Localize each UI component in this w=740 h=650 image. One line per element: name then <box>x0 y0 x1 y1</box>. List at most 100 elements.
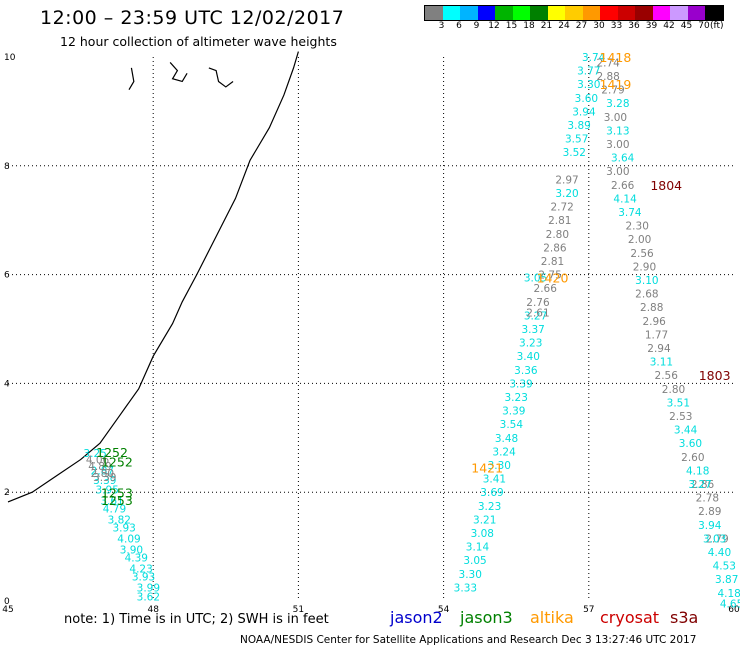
wave-height-label: 3.21 <box>473 514 496 526</box>
x-tick-label: 51 <box>293 605 304 615</box>
wave-height-label: 2.80 <box>91 468 114 480</box>
wave-height-label: 2.86 <box>691 479 715 491</box>
wave-height-label: 2.53 <box>669 411 692 423</box>
wave-height-label: 4.23 <box>129 563 152 575</box>
legend-tick-label: 3 <box>438 21 445 31</box>
wave-height-label: 3.30 <box>488 460 511 472</box>
pass-time-label: 1253 <box>101 486 133 501</box>
legend-tick-label: 24 <box>558 21 570 31</box>
wave-height-label: 4.06 <box>86 455 110 467</box>
legend-swatch <box>687 6 705 20</box>
wave-height-label: 2.68 <box>635 289 658 301</box>
island-outline <box>169 62 188 83</box>
wave-height-label: 3.62 <box>137 592 160 604</box>
wave-height-label: 2.30 <box>626 221 649 233</box>
wave-height-label: 3.27 <box>524 310 547 322</box>
wave-height-label: 2.79 <box>601 85 624 97</box>
wave-height-label: 3.37 <box>521 324 544 336</box>
x-tick-label: 48 <box>147 605 159 615</box>
wave-height-label: 3.82 <box>108 514 131 526</box>
wave-height-label: 2.89 <box>698 506 721 518</box>
legend-tick-label: 12 <box>488 21 500 31</box>
wave-height-label: 3.52 <box>563 147 586 159</box>
x-tick-label: 57 <box>583 605 594 615</box>
wave-height-label: 3.14 <box>466 542 490 554</box>
wave-height-label: 2.72 <box>550 202 573 214</box>
wave-height-label: 3.87 <box>715 574 738 586</box>
legend-cryosat: cryosat <box>600 608 660 627</box>
legend-jason2: jason2 <box>390 608 443 627</box>
wave-height-label: 3.69 <box>480 487 503 499</box>
wave-height-label: 2.94 <box>647 343 671 355</box>
wave-height-label: 1.77 <box>645 329 668 341</box>
legend-swatch <box>635 6 653 20</box>
wave-height-label: 3.74 <box>582 52 606 64</box>
wave-height-label: 2.66 <box>611 180 635 192</box>
pass-time-label: 1803 <box>699 368 731 383</box>
wave-height-label: 3.10 <box>635 275 658 287</box>
wave-height-label: 2.75 <box>538 270 561 282</box>
y-tick-label: 2 <box>4 488 10 498</box>
wave-height-label: 2.88 <box>596 71 619 83</box>
wave-height-label: 3.60 <box>679 438 702 450</box>
page-title: 12:00 – 23:59 UTC 12/02/2017 <box>40 7 345 29</box>
wave-height-label: 3.93 <box>132 572 155 584</box>
wave-height-label: 3.99 <box>137 582 160 594</box>
legend-swatch <box>670 6 688 20</box>
wave-height-label: 3.93 <box>112 523 135 535</box>
wave-height-label: 3.28 <box>606 98 629 110</box>
wave-height-label: 3.57 <box>565 134 588 146</box>
x-tick-label: 45 <box>2 605 13 615</box>
wave-height-label: 3.48 <box>495 433 518 445</box>
legend-tick-label: 18 <box>523 21 535 31</box>
island-outline <box>128 67 135 90</box>
pass-time-label: 1419 <box>600 77 632 92</box>
wave-height-label: 3.64 <box>611 153 635 165</box>
pass-time-label: 1421 <box>471 461 503 476</box>
legend-swatch <box>425 6 443 20</box>
wave-height-label: 2.74 <box>596 57 620 69</box>
wave-height-label: 3.13 <box>606 125 629 137</box>
legend-swatch <box>565 6 583 20</box>
wave-height-label: 2.97 <box>555 174 578 186</box>
wave-height-label: 3.30 <box>577 79 600 91</box>
x-tick-label: 54 <box>438 605 450 615</box>
wave-height-label: 3.90 <box>120 544 143 556</box>
legend-altika: altika <box>530 608 574 627</box>
legend-tick-label: 39 <box>645 21 658 31</box>
coastline <box>7 51 299 503</box>
footer-note: note: 1) Time is in UTC; 2) SWH is in fe… <box>64 612 329 627</box>
legend-tick-label: 45 <box>680 21 693 31</box>
legend-tick-label: 42 <box>663 21 675 31</box>
wave-height-label: 2.80 <box>662 384 685 396</box>
wave-height-label: 4.14 <box>613 193 637 205</box>
legend-swatch <box>495 6 513 20</box>
wave-height-label: 2.81 <box>541 256 564 268</box>
pass-time-label: 1804 <box>650 178 682 193</box>
legend-swatch <box>460 6 478 20</box>
wave-height-label: 3.23 <box>519 338 542 350</box>
wave-height-label: 4.40 <box>708 547 731 559</box>
wave-height-label: 3.30 <box>459 569 482 581</box>
pass-time-label: 1420 <box>537 270 569 285</box>
y-tick-label: 0 <box>4 597 10 607</box>
legend-swatch <box>477 6 495 20</box>
wave-height-label: 2.96 <box>642 316 666 328</box>
wave-height-label: 3.05 <box>524 272 547 284</box>
y-tick-label: 4 <box>4 379 10 389</box>
wave-height-label: 2.56 <box>630 248 654 260</box>
wave-height-label: 4.18 <box>717 588 740 600</box>
wave-height-label: 3.89 <box>567 120 590 132</box>
wave-height-label: 3.00 <box>604 112 627 124</box>
legend-tick-label: 9 <box>473 21 480 31</box>
legend-tick-label: (ft) <box>709 21 724 31</box>
wave-height-label: 3.23 <box>505 392 528 404</box>
wave-height-label: 2.76 <box>526 297 550 309</box>
wave-height-label: 3.27 <box>688 479 711 491</box>
wave-height-label: 3.03 <box>703 533 726 545</box>
wave-height-label: 4.89 <box>88 461 111 473</box>
wave-height-label: 3.94 <box>572 106 596 118</box>
wave-height-label: 3.39 <box>93 472 116 484</box>
legend-tick-label: 21 <box>540 21 553 31</box>
